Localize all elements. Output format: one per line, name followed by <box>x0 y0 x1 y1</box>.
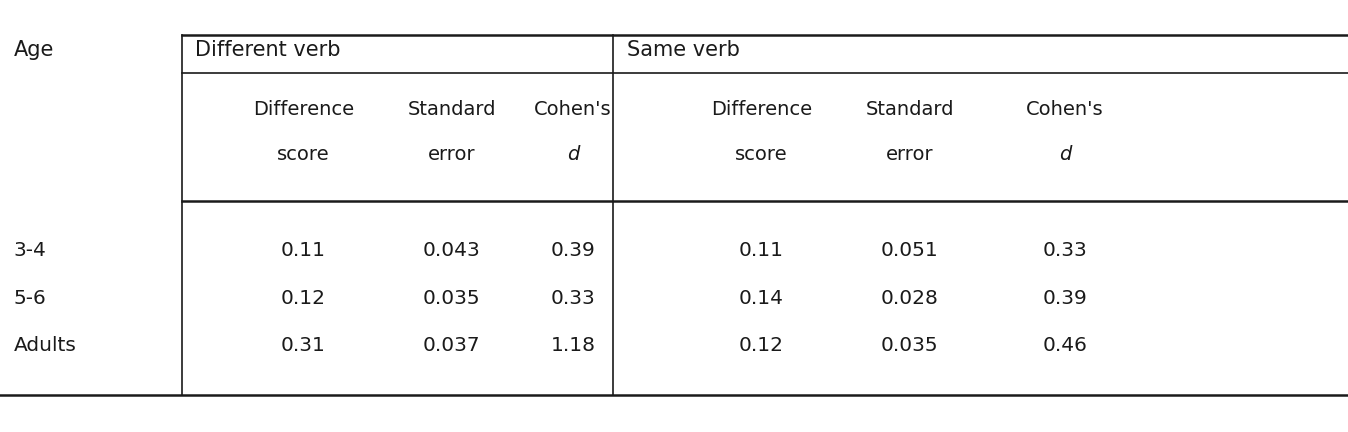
Text: Same verb: Same verb <box>627 40 740 60</box>
Text: 0.11: 0.11 <box>280 241 326 260</box>
Text: 0.31: 0.31 <box>280 336 326 355</box>
Text: Different verb: Different verb <box>195 40 341 60</box>
Text: Age: Age <box>13 40 54 60</box>
Text: 0.33: 0.33 <box>1042 241 1088 260</box>
Text: Standard: Standard <box>865 100 954 118</box>
Text: error: error <box>427 145 476 164</box>
Text: 0.14: 0.14 <box>739 289 785 308</box>
Text: Cohen's: Cohen's <box>1026 100 1104 118</box>
Text: Cohen's: Cohen's <box>534 100 612 118</box>
Text: 0.39: 0.39 <box>550 241 596 260</box>
Text: 3-4: 3-4 <box>13 241 46 260</box>
Text: error: error <box>886 145 934 164</box>
Text: 0.035: 0.035 <box>882 336 938 355</box>
Text: 0.12: 0.12 <box>739 336 785 355</box>
Text: 0.39: 0.39 <box>1042 289 1088 308</box>
Text: 1.18: 1.18 <box>550 336 596 355</box>
Text: score: score <box>276 145 330 164</box>
Text: Adults: Adults <box>13 336 77 355</box>
Text: 0.037: 0.037 <box>423 336 480 355</box>
Text: 0.028: 0.028 <box>882 289 938 308</box>
Text: 0.46: 0.46 <box>1042 336 1088 355</box>
Text: 0.12: 0.12 <box>280 289 326 308</box>
Text: 5-6: 5-6 <box>13 289 46 308</box>
Text: score: score <box>735 145 789 164</box>
Text: 0.035: 0.035 <box>423 289 480 308</box>
Text: 0.11: 0.11 <box>739 241 785 260</box>
Text: Standard: Standard <box>407 100 496 118</box>
Text: 0.043: 0.043 <box>423 241 480 260</box>
Text: d: d <box>1058 145 1072 164</box>
Text: Difference: Difference <box>252 100 355 118</box>
Text: d: d <box>566 145 580 164</box>
Text: 0.051: 0.051 <box>882 241 938 260</box>
Text: Difference: Difference <box>710 100 813 118</box>
Text: 0.33: 0.33 <box>550 289 596 308</box>
